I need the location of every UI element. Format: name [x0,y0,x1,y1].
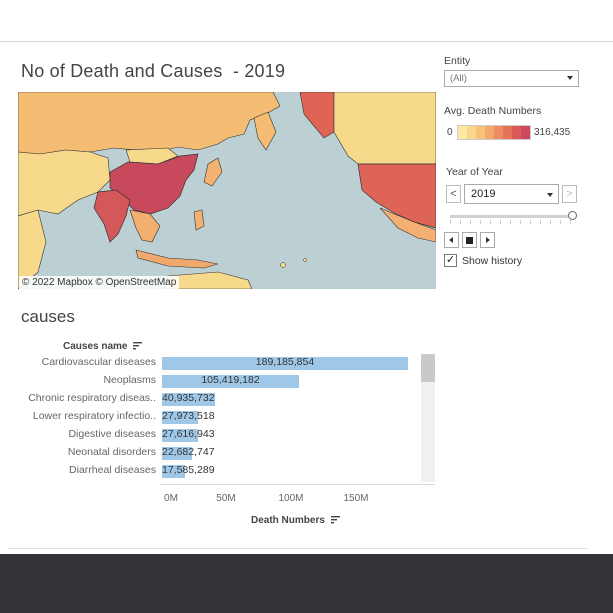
year-slider-ticks [450,220,574,224]
legend-color-swatch [503,126,512,139]
x-axis-title[interactable]: Death Numbers [251,515,341,526]
chevron-down-icon [567,76,573,80]
cause-bar[interactable] [162,447,192,460]
cause-bar[interactable] [162,429,198,442]
legend-color-swatch [494,126,503,139]
chart-scrollbar-thumb[interactable] [421,354,435,382]
legend-color-swatch [521,126,530,139]
chevron-down-icon [547,193,553,197]
map-canvas [18,92,436,289]
year-next-button[interactable]: > [562,185,577,203]
cause-value-label: 105,419,182 [201,374,260,386]
stop-button[interactable] [462,232,477,248]
causes-section-title: causes [21,307,75,326]
cause-label[interactable]: Cardiovascular diseases [41,356,156,368]
cause-label[interactable]: Neoplasms [103,374,156,386]
step-forward-button[interactable] [480,232,495,248]
entity-dropdown[interactable]: (All) [444,70,579,87]
x-tick-label: 0M [164,493,178,504]
cause-value-label: 22,682,747 [162,446,215,458]
cause-value-label: 189,185,854 [255,356,315,368]
legend-color-swatch [476,126,485,139]
year-prev-button[interactable]: < [446,185,461,203]
cause-bar[interactable] [162,357,408,370]
os-taskbar [0,554,613,613]
dashboard-title: No of Death and Causes - 2019 [21,61,286,81]
cause-bar[interactable] [162,393,216,406]
dashboard-bottom-toolbar [8,548,588,554]
top-toolbar [0,0,613,42]
sort-icon[interactable] [133,342,143,350]
cause-label[interactable]: Lower respiratory infectio.. [32,410,156,422]
cause-value-label: 27,616,943 [162,428,215,440]
legend-color-swatch [485,126,494,139]
entity-filter-label: Entity [444,55,471,67]
x-tick-label: 100M [278,493,304,504]
legend-color-swatch [467,126,476,139]
x-tick-label: 150M [343,493,369,504]
legend-min-value: 0 [447,127,453,138]
stop-icon [466,237,473,244]
causes-column-header[interactable]: Causes name [63,341,143,352]
x-axis-title-label: Death Numbers [251,515,325,526]
show-history-label[interactable]: Show history [462,255,523,267]
entity-dropdown-value: (All) [450,73,467,84]
chart-scrollbar-track[interactable] [421,354,435,482]
x-axis-line [160,484,435,485]
step-forward-icon [486,237,490,243]
map-attribution[interactable]: © 2022 Mapbox © OpenStreetMap [19,276,180,289]
cause-label[interactable]: Neonatal disorders [67,446,156,458]
cause-label[interactable]: Chronic respiratory diseas.. [28,392,156,404]
legend-color-swatch [458,126,467,139]
cause-label[interactable]: Digestive diseases [68,428,156,440]
year-dropdown-value: 2019 [471,188,496,200]
color-legend-label: Avg. Death Numbers [444,105,542,117]
step-back-button[interactable] [444,232,459,248]
show-history-checkbox[interactable]: ✓ [444,254,457,267]
legend-color-swatch [512,126,521,139]
world-map[interactable]: © 2022 Mapbox © OpenStreetMap [18,92,436,289]
cause-value-label: 27,973,518 [162,410,215,422]
color-legend-ramp [457,125,531,140]
legend-max-value: 316,435 [534,127,571,138]
cause-bar[interactable] [162,375,299,388]
year-slider-track[interactable] [450,215,572,218]
cause-bar[interactable] [162,465,185,478]
year-slider-handle[interactable] [568,211,577,220]
cause-label[interactable]: Diarrheal diseases [69,464,156,476]
sort-icon[interactable] [330,516,341,524]
year-dropdown[interactable]: 2019 [464,184,559,204]
x-tick-label: 50M [216,493,236,504]
year-filter-label: Year of Year [446,166,503,178]
cause-bar[interactable] [162,411,199,424]
causes-column-header-label: Causes name [63,341,128,352]
step-back-icon [449,237,453,243]
cause-value-label: 17,585,289 [162,464,215,476]
cause-value-label: 40,935,732 [162,392,215,404]
